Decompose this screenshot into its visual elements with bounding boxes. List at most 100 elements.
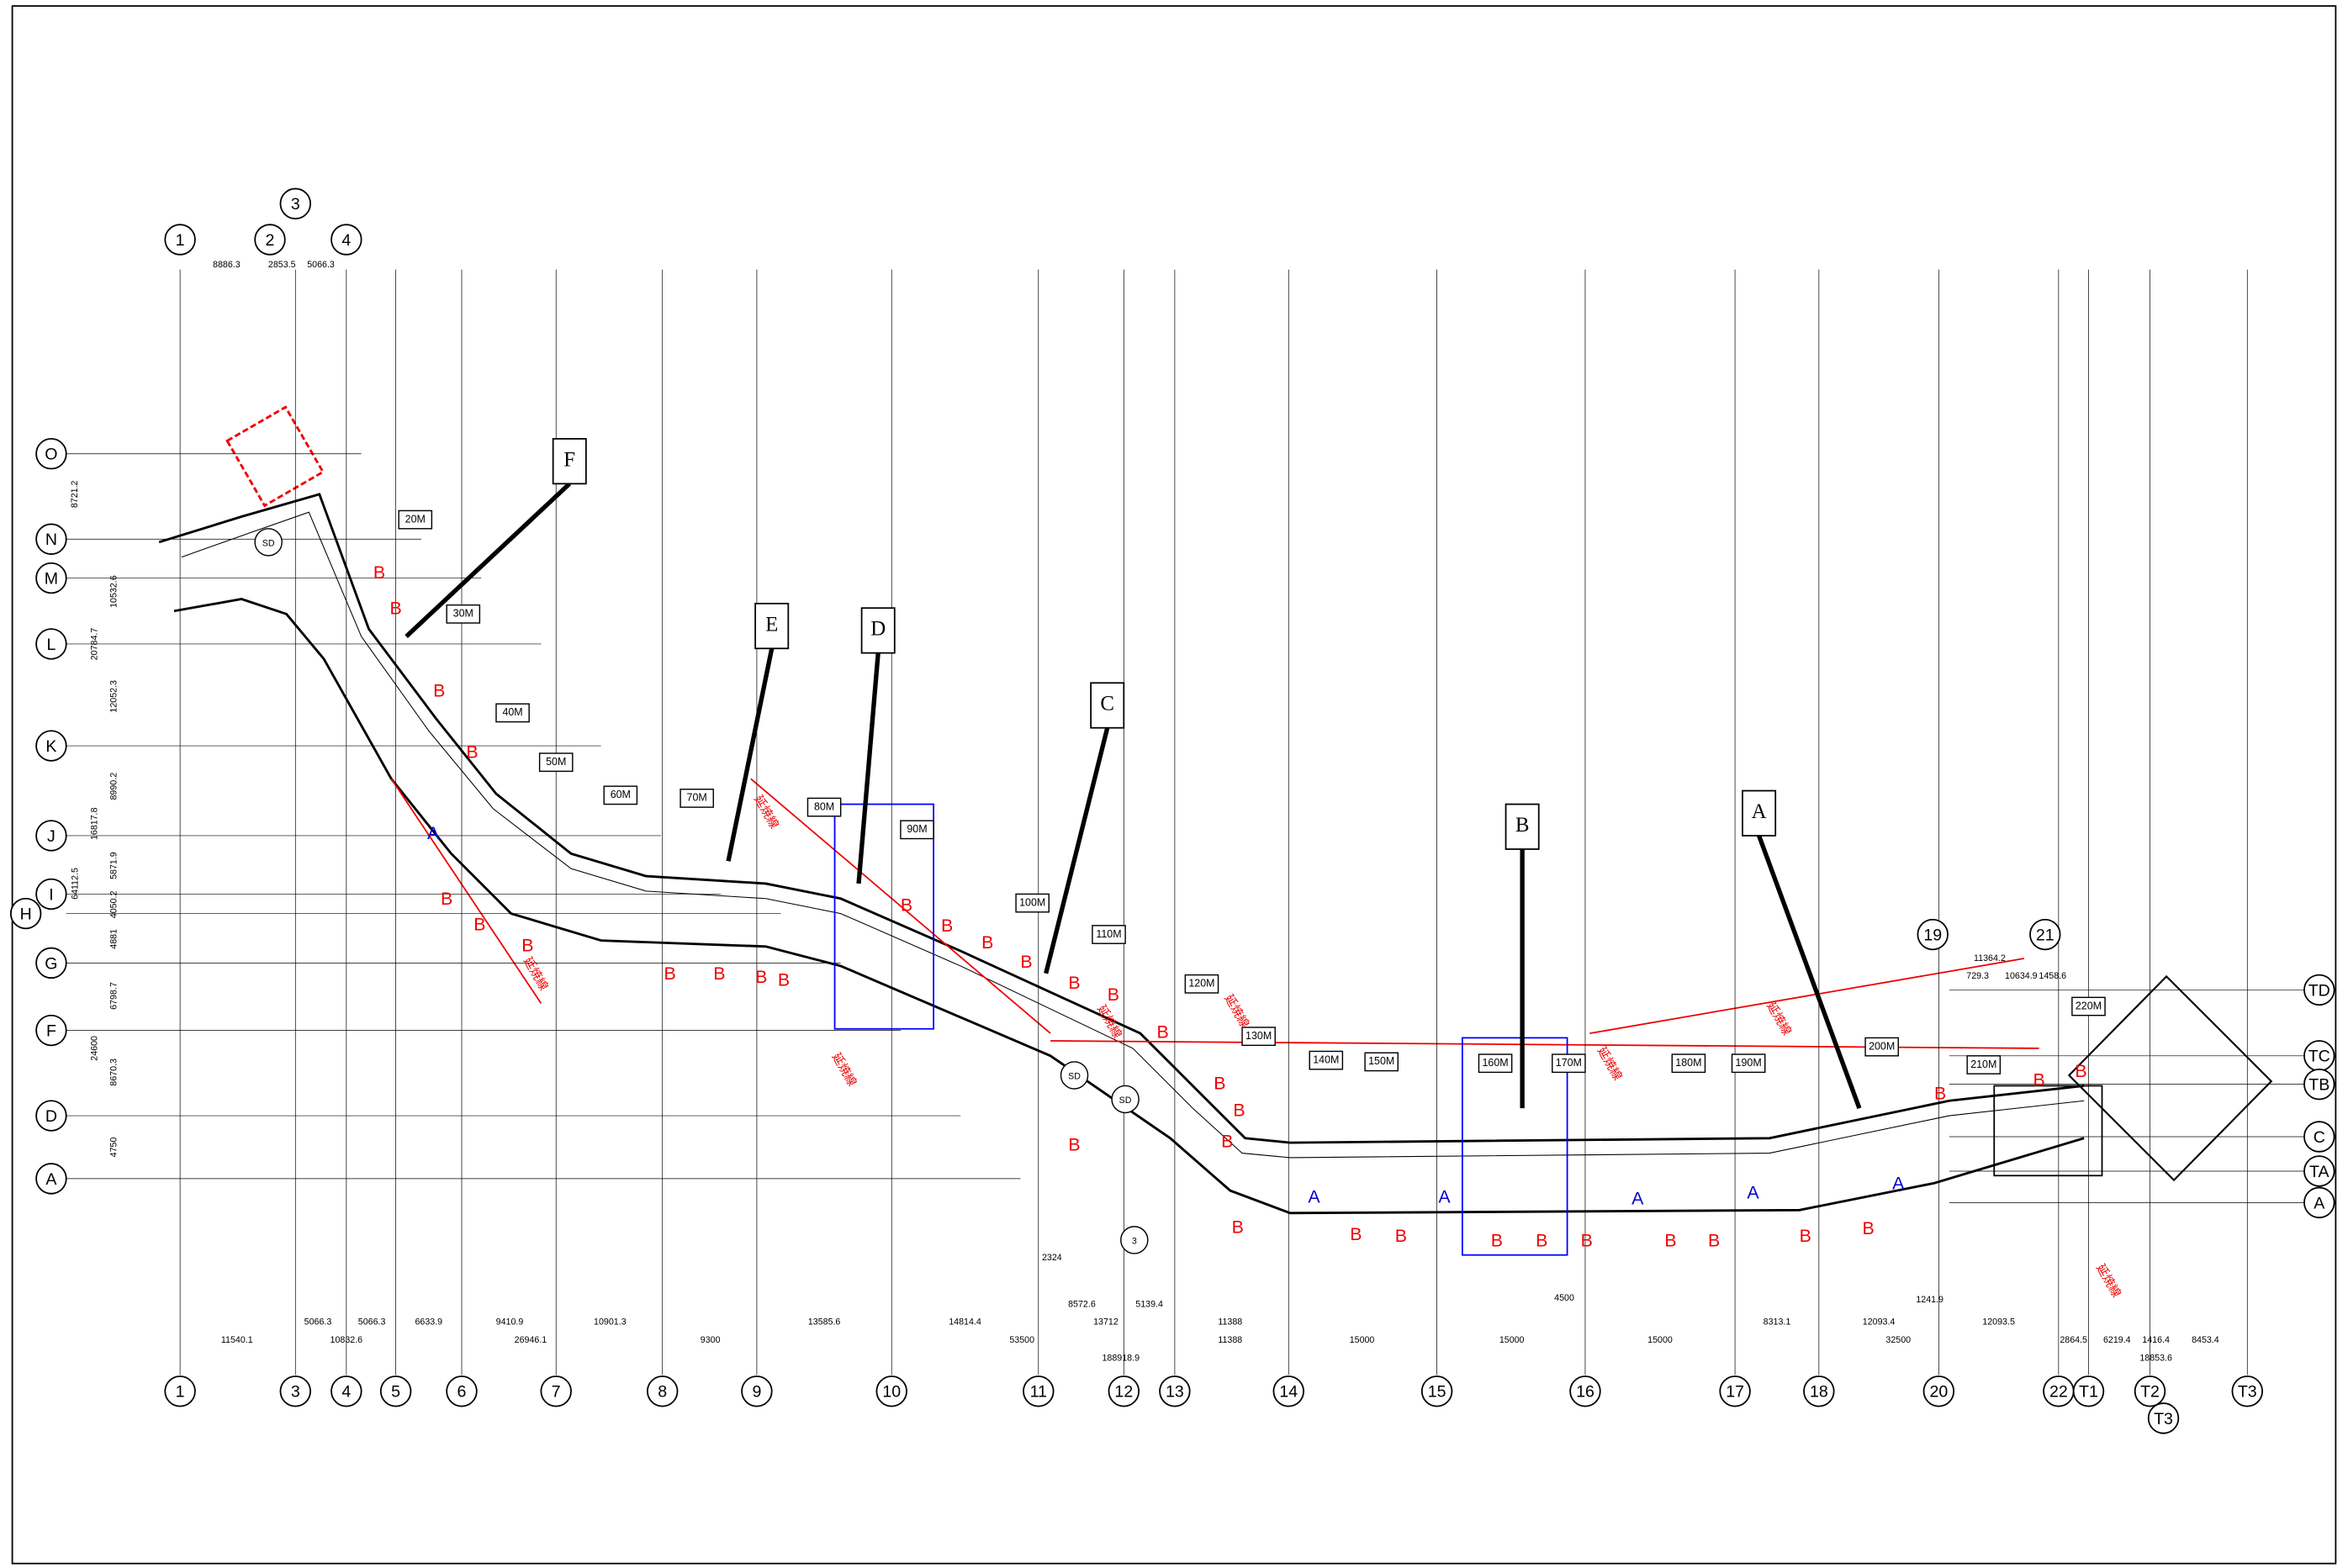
- dimension: 32500: [1885, 1335, 1911, 1345]
- column-bubble: [1108, 1375, 1140, 1407]
- marker-box: [900, 820, 934, 840]
- section-mark: B: [1934, 1084, 1946, 1104]
- frame: [11, 5, 2337, 1565]
- column-bubble: [331, 1375, 362, 1407]
- callout-box: [1742, 789, 1777, 837]
- distance-marker: 40M: [502, 706, 522, 718]
- marker-box: [1864, 1037, 1899, 1057]
- distance-marker: 150M: [1368, 1055, 1394, 1067]
- dimension: 53500: [1009, 1335, 1034, 1345]
- column-bubble: [164, 1375, 196, 1407]
- station-label: SD: [1068, 1072, 1081, 1082]
- column-label: 3: [291, 195, 300, 214]
- distance-marker: 110M: [1096, 928, 1121, 940]
- column-label: T3: [2154, 1410, 2173, 1428]
- column-bubble: [1023, 1375, 1055, 1407]
- dimension: 4050.2: [109, 891, 119, 919]
- dimension: 16817.8: [89, 807, 99, 840]
- column-label: 20: [1929, 1383, 1948, 1402]
- distance-marker: 80M: [814, 800, 834, 812]
- column-label: 22: [2049, 1383, 2068, 1402]
- column-label: 7: [552, 1383, 561, 1402]
- distance-marker: 210M: [1970, 1059, 1996, 1070]
- column-bubble: [1272, 1375, 1304, 1407]
- column-bubble: [1803, 1375, 1835, 1407]
- dimension: 13712: [1093, 1317, 1118, 1328]
- column-label: 2: [266, 231, 275, 250]
- row-label: L: [46, 636, 56, 654]
- dimension: 12093.5: [1982, 1317, 2015, 1328]
- dimension: 8453.4: [2192, 1335, 2219, 1345]
- dimension: 8990.2: [109, 773, 119, 800]
- section-mark: B: [901, 895, 912, 915]
- dimension: 10634.9: [2005, 971, 2038, 981]
- distance-marker: 100M: [1019, 896, 1045, 908]
- column-bubble: [1420, 1375, 1453, 1407]
- row-bubble: [9, 897, 42, 930]
- row-bubble: [2303, 1068, 2335, 1101]
- callout-arrow: [1044, 727, 1110, 974]
- row-label: TC: [2308, 1048, 2330, 1066]
- column-bubble: [2072, 1375, 2105, 1407]
- tunnel-wall-upper: [158, 493, 2085, 1144]
- callout-box: [860, 607, 896, 654]
- distance-marker: 220M: [2076, 1000, 2102, 1011]
- column-label: 1: [176, 231, 185, 250]
- distance-marker: 30M: [453, 608, 473, 620]
- section-mark: B: [1068, 1134, 1080, 1154]
- station-label: SD: [1119, 1095, 1132, 1106]
- column-label: 11: [1030, 1383, 1047, 1402]
- section-mark: B: [778, 969, 790, 990]
- column-label: 8: [658, 1383, 667, 1402]
- callout-label: A: [1752, 800, 1767, 823]
- row-bubble: [35, 878, 67, 911]
- station-label: 3: [1132, 1237, 1137, 1247]
- column-label: T1: [2079, 1383, 2098, 1402]
- callout-arrow: [856, 652, 880, 884]
- column-label: T3: [2238, 1383, 2257, 1402]
- row-label: C: [2314, 1128, 2325, 1147]
- marker-box: [495, 703, 530, 723]
- section-mark: B: [981, 932, 993, 953]
- row-bubble: [35, 947, 67, 979]
- section-mark: B: [1350, 1224, 1362, 1244]
- section-mark: B: [1708, 1230, 1720, 1250]
- distance-marker: 20M: [405, 513, 426, 525]
- dimension: 11388: [1218, 1317, 1242, 1328]
- dimension: 1416.4: [2142, 1335, 2170, 1345]
- section-mark: A: [1308, 1187, 1320, 1207]
- station-label: SD: [262, 538, 275, 548]
- dimension: 64112.5: [70, 868, 80, 900]
- section-mark: A: [1747, 1182, 1759, 1202]
- section-mark: B: [1214, 1073, 1225, 1093]
- section-mark: B: [521, 935, 533, 955]
- marker-box: [1364, 1052, 1399, 1072]
- dimension: 18853.6: [2139, 1353, 2172, 1363]
- distance-marker: 180M: [1675, 1057, 1701, 1069]
- dimension: 10832.6: [331, 1335, 363, 1345]
- column-bubble: [164, 224, 196, 256]
- column-bubble: [379, 1375, 412, 1407]
- dimension: 8670.3: [109, 1059, 119, 1086]
- station-block: [2067, 974, 2273, 1182]
- marker-box: [1671, 1053, 1706, 1074]
- row-label: M: [45, 570, 58, 589]
- dimension: 2853.5: [268, 260, 296, 270]
- section-mark: B: [2075, 1061, 2086, 1081]
- marker-box: [1092, 925, 1126, 944]
- annotation: 延焼線: [521, 954, 551, 993]
- distance-marker: 120M: [1188, 978, 1214, 990]
- row-label: G: [45, 954, 57, 973]
- column-label: 21: [2036, 926, 2054, 944]
- row-bubble: [2303, 974, 2335, 1006]
- marker-box: [398, 509, 433, 530]
- marker-box: [603, 785, 638, 805]
- dimension: 4500: [1554, 1293, 1574, 1303]
- column-label: 10: [882, 1383, 901, 1402]
- row-bubble: [35, 1100, 67, 1132]
- dimension: 8313.1: [1764, 1317, 1791, 1328]
- dimension: 9300: [701, 1335, 721, 1345]
- row-bubble: [35, 1163, 67, 1195]
- distance-marker: 140M: [1313, 1053, 1339, 1065]
- section-mark: B: [755, 967, 767, 987]
